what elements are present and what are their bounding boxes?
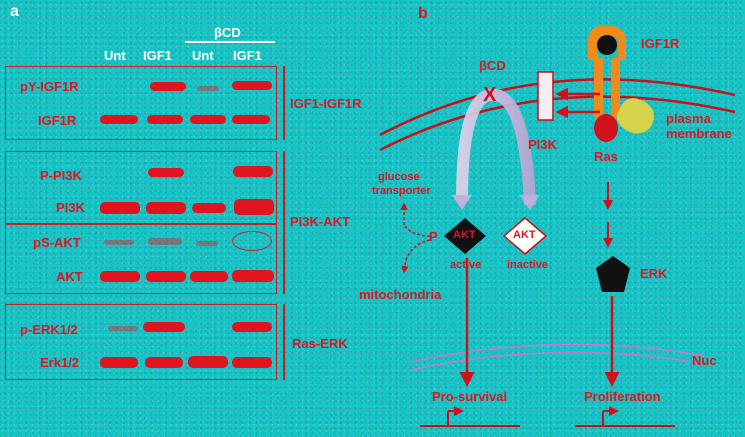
band [197, 86, 219, 91]
row-label-ps-akt: pS-AKT [33, 235, 81, 250]
bcd-bracket-line [185, 41, 275, 43]
akt-inactive-diamond [502, 217, 548, 255]
group-bracket [283, 66, 285, 140]
band [143, 322, 185, 332]
pi3k-akt-arc [456, 88, 536, 206]
blot-divider [5, 223, 277, 225]
panel-a-letter: a [10, 3, 19, 20]
row-label-py-igf1r: pY-IGF1R [20, 79, 79, 94]
akt-inactive-label: AKT [513, 229, 536, 241]
panel-b-letter: b [418, 5, 428, 22]
band [196, 241, 218, 246]
proliferation-label: Proliferation [584, 389, 661, 404]
band [232, 357, 272, 368]
band [147, 115, 183, 124]
band [232, 81, 272, 90]
row-label-igf1r: IGF1R [38, 113, 77, 128]
highlight-ellipse [232, 231, 272, 251]
band [108, 326, 138, 331]
ras-label: Ras [594, 149, 618, 164]
band [232, 322, 272, 332]
bcd-label: βCD [479, 58, 506, 73]
band [148, 168, 184, 177]
glucose-label: glucose [378, 171, 420, 183]
blot-box-ras-erk [5, 304, 277, 380]
lane-label-3: Unt [192, 48, 214, 63]
row-label-akt: AKT [56, 269, 83, 284]
row-label-p-pi3k: P-PI3K [40, 168, 82, 183]
akt-inactive-state: inactive [507, 259, 548, 271]
akt-active-diamond [444, 218, 486, 254]
lane-label-1: Unt [104, 48, 126, 63]
blot-box-pi3k-akt [5, 151, 277, 294]
bcd-block-mark: X [483, 84, 497, 106]
ras-shape [594, 114, 618, 142]
group-label-pi3k-akt: PI3K-AKT [290, 214, 350, 229]
group-bracket [283, 151, 285, 294]
band [233, 166, 273, 177]
gene-symbol-survival [420, 406, 520, 427]
band [232, 115, 270, 124]
band [234, 199, 274, 215]
mitochondria-label: mitochondria [359, 287, 442, 302]
plasma-label: plasma [666, 111, 711, 126]
band [146, 202, 186, 214]
adaptor-blob [617, 98, 654, 134]
band [104, 240, 134, 245]
phospho-label: P [429, 229, 438, 244]
band [146, 271, 186, 282]
pi3k-box [537, 71, 554, 121]
pro-survival-label: Pro-survival [432, 389, 508, 404]
erk-label: ERK [640, 266, 668, 281]
akt-active-state: active [450, 259, 482, 271]
pi3k-label: PI3K [528, 137, 557, 152]
membrane-label: membrane [666, 126, 732, 141]
band [150, 82, 186, 91]
band [100, 115, 138, 124]
row-label-pi3k: PI3K [56, 200, 85, 215]
lane-label-4: IGF1 [233, 48, 262, 63]
band [100, 271, 140, 282]
band [145, 357, 183, 368]
bcd-group-header: βCD [214, 25, 241, 40]
erk-pentagon [596, 256, 630, 292]
lane-label-2: IGF1 [143, 48, 172, 63]
akt-active-label: AKT [453, 229, 476, 241]
nuclear-membrane-1 [409, 343, 706, 363]
band [232, 270, 274, 282]
gene-symbol-proliferation [575, 406, 675, 427]
nuc-label: Nuc [692, 353, 717, 368]
igf1r-receptor [588, 26, 626, 118]
band [190, 115, 226, 124]
group-label-ras-erk: Ras-ERK [292, 336, 348, 351]
row-label-p-erk: p-ERK1/2 [20, 322, 78, 337]
transporter-label: transporter [372, 185, 431, 197]
band [188, 356, 228, 368]
band [100, 357, 138, 368]
igf1r-label: IGF1R [641, 36, 680, 51]
band [190, 271, 228, 282]
row-label-erk: Erk1/2 [40, 355, 80, 370]
group-label-igf1-igf1r: IGF1-IGF1R [290, 96, 362, 111]
blot-box-igf1r [5, 66, 277, 140]
band [192, 203, 226, 213]
nuclear-membrane-2 [409, 351, 706, 371]
band [100, 202, 140, 214]
band [148, 238, 182, 245]
group-bracket [283, 304, 285, 380]
